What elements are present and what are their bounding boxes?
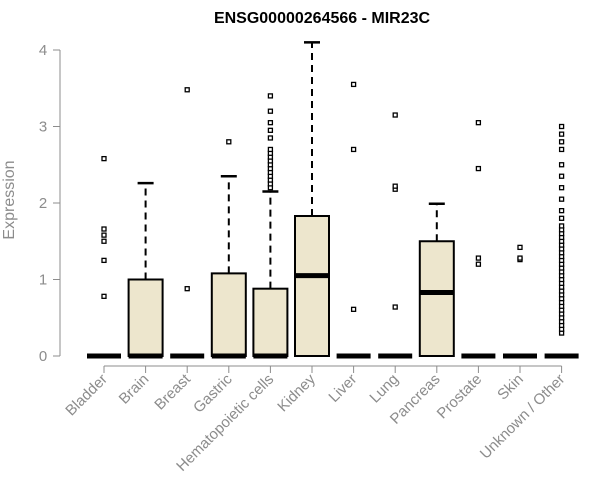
outlier-point	[475, 120, 482, 126]
outlier-point	[350, 146, 357, 153]
x-tick-label: Kidney	[274, 370, 319, 415]
outlier-point	[267, 120, 274, 126]
outlier-point	[558, 223, 565, 229]
outlier-point	[392, 304, 398, 310]
box-lung	[378, 112, 413, 359]
outlier-point	[101, 257, 107, 264]
outlier-point	[350, 306, 357, 312]
outlier-point	[517, 244, 523, 251]
box-rect	[210, 272, 247, 358]
box-gastric	[210, 139, 247, 359]
outlier-point	[558, 185, 565, 191]
y-tick-label: 4	[39, 42, 47, 59]
outlier-point	[558, 146, 565, 153]
outlier-point	[558, 207, 565, 214]
outlier-point	[267, 127, 274, 133]
y-tick-label: 2	[39, 195, 47, 212]
outlier-point	[267, 135, 274, 141]
box-breast	[170, 87, 205, 359]
outlier-point	[558, 139, 565, 145]
box-hematopoietic-cells	[252, 93, 289, 359]
outlier-point	[226, 139, 232, 145]
box-bladder	[87, 155, 121, 359]
box-rect	[127, 278, 164, 357]
outlier-point	[184, 286, 190, 292]
outlier-point	[475, 261, 482, 267]
box-kidney	[294, 41, 330, 357]
x-tick-label: Bladder	[62, 371, 111, 420]
outlier-point	[558, 215, 565, 221]
outlier-point	[558, 196, 565, 202]
outlier-point	[101, 155, 107, 162]
outlier-point	[392, 183, 398, 189]
box-rect	[294, 215, 330, 357]
box-prostate	[461, 120, 496, 359]
outlier-point	[267, 108, 274, 114]
box-rect	[252, 287, 289, 357]
x-tick-label: Brain	[116, 371, 153, 408]
outlier-point	[558, 162, 565, 168]
outlier-point	[184, 87, 190, 93]
outlier-point	[558, 131, 565, 137]
chart-title: ENSG00000264566 - MIR23C	[214, 10, 431, 27]
x-tick-label: Skin	[494, 371, 527, 404]
boxes-group	[87, 41, 579, 359]
outlier-point	[101, 293, 107, 299]
box-unknown-other	[544, 123, 579, 359]
box-pancreas	[418, 202, 455, 357]
y-axis-label: Expression	[1, 160, 18, 239]
box-liver	[336, 81, 371, 359]
x-tick-label: Breast	[151, 370, 194, 413]
y-tick-label: 3	[39, 119, 47, 136]
outlier-point	[101, 238, 107, 244]
outlier-point	[558, 123, 565, 130]
x-tick-label: Lung	[366, 371, 402, 407]
outlier-point	[267, 93, 274, 99]
outlier-point	[475, 255, 482, 261]
outlier-point	[101, 232, 107, 238]
outlier-point	[267, 146, 274, 153]
outlier-point	[475, 165, 482, 172]
y-axis: 0 1 2 3 4	[39, 42, 61, 365]
y-tick-label: 1	[39, 272, 47, 289]
box-rect	[418, 240, 455, 357]
outlier-point	[517, 255, 523, 261]
box-brain	[127, 181, 164, 359]
outlier-point	[101, 226, 107, 232]
outlier-point	[558, 173, 565, 179]
box-skin	[503, 244, 537, 359]
x-tick-label: Liver	[325, 371, 360, 406]
outlier-point	[350, 81, 357, 88]
x-tick-label: Prostate	[434, 371, 486, 423]
y-tick-label: 0	[39, 348, 47, 365]
outlier-point	[392, 112, 398, 118]
